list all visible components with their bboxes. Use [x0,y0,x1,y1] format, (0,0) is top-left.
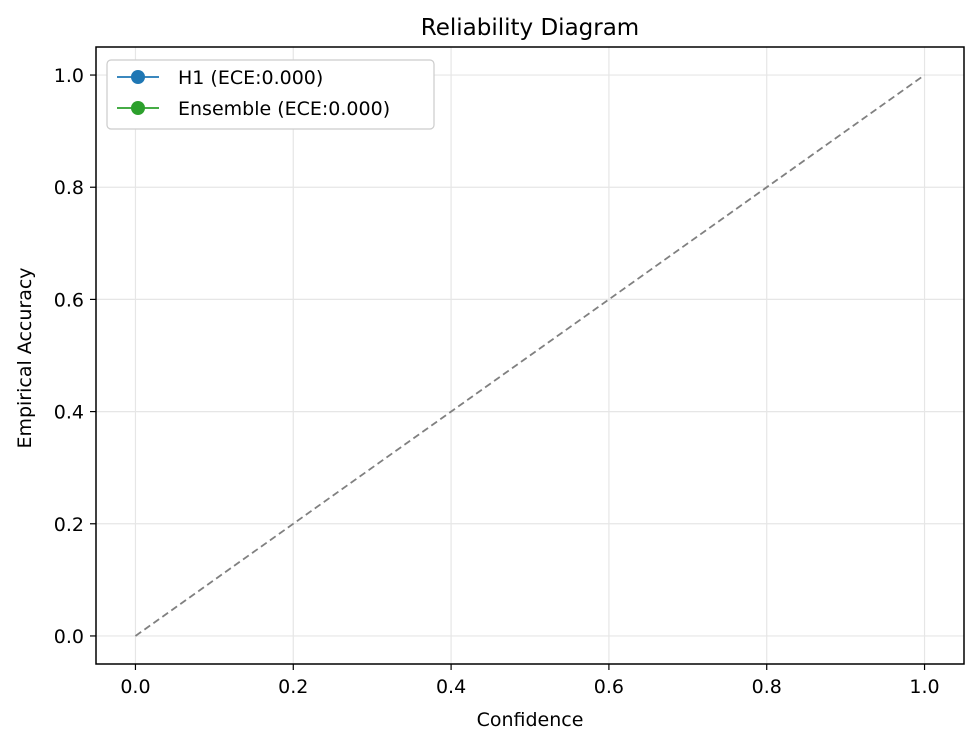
legend-box [106,59,435,130]
y-tick-label: 0.4 [54,402,84,424]
y-axis-ticks: 0.0 0.2 0.4 0.6 0.8 1.0 [54,65,96,648]
x-axis-ticks: 0.0 0.2 0.4 0.6 0.8 1.0 [120,664,940,698]
y-tick-label: 0.2 [54,514,84,536]
y-tick-label: 1.0 [54,65,84,87]
x-tick-label: 0.0 [120,676,150,698]
y-axis-label: Empirical Accuracy [14,267,36,448]
x-tick-label: 1.0 [909,676,939,698]
plot-frame [95,46,965,665]
legend-ensemble-label: Ensemble (ECE:0.000) [178,98,390,120]
y-tick-label: 0.0 [54,626,84,648]
legend-h1-label: H1 (ECE:0.000) [178,67,323,89]
x-tick-label: 0.4 [436,676,466,698]
x-axis-label: Confidence [477,709,584,731]
x-tick-label: 0.6 [594,676,624,698]
y-tick-label: 0.8 [54,177,84,199]
legend: H1 (ECE:0.000) Ensemble (ECE:0.000) [106,59,435,130]
y-tick-label: 0.6 [54,289,84,311]
x-tick-label: 0.2 [278,676,308,698]
legend-ensemble-marker [131,101,145,115]
perfect-calibration-line [134,74,926,637]
legend-h1-marker [131,70,145,84]
chart-title: Reliability Diagram [421,15,639,41]
x-tick-label: 0.8 [752,676,782,698]
